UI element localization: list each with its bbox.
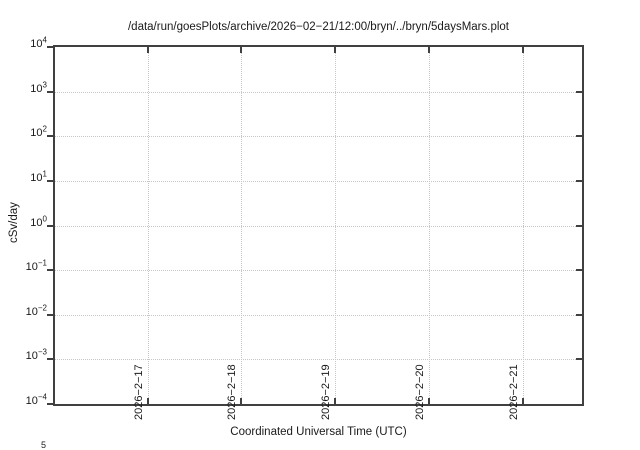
tick-mark-bottom [147,398,149,404]
h-gridline [55,91,582,93]
v-gridline [334,47,336,404]
tick-mark-right [576,90,582,93]
y-tick-label: 10−3 [25,347,47,363]
clipped-label-fragment: 5 [41,440,47,450]
y-tick-label: 10−2 [25,303,47,318]
tick-mark-left [47,224,53,227]
tick-mark-left [47,46,53,48]
h-gridline [55,225,582,227]
v-gridline [428,47,430,404]
x-tick-label: 2026−2−17 [133,364,146,420]
tick-mark-left [47,135,53,138]
v-gridline [522,47,524,404]
y-tick-label: 10−1 [25,258,47,274]
tick-mark-right [576,224,582,227]
tick-mark-right [576,179,582,182]
x-axis-title: Coordinated Universal Time (UTC) [230,426,407,438]
y-tick-label: 102 [30,124,47,140]
h-gridline [55,180,582,182]
tick-mark-bottom [240,398,243,404]
tick-mark-bottom [333,398,336,404]
tick-mark-left [47,358,53,361]
tick-mark-top [521,47,524,53]
tick-mark-right [576,313,582,316]
tick-mark-bottom [521,398,524,404]
tick-mark-bottom [427,398,430,404]
y-tick-label: 101 [30,169,47,184]
y-tick-label: 103 [30,79,47,95]
x-tick-label: 2026−2−19 [319,364,332,420]
tick-mark-top [333,47,336,53]
v-gridline [148,47,149,404]
v-gridline [241,47,243,404]
x-tick-label: 2026−2−21 [507,364,520,420]
tick-mark-left [47,179,53,182]
h-gridline [55,359,582,361]
tick-mark-top [147,47,149,53]
tick-mark-left [47,269,53,272]
y-tick-label: 10−4 [25,392,47,407]
tick-mark-top [240,47,243,53]
tick-mark-right [576,269,582,272]
y-axis-title: cSv/day [8,202,20,243]
x-tick-label: 2026−2−18 [226,364,239,420]
h-gridline [55,136,582,138]
tick-mark-top [427,47,430,53]
x-tick-label: 2026−2−20 [413,364,426,420]
plot-title: /data/run/goesPlots/archive/2026−02−21/1… [127,21,510,33]
y-tick-label: 100 [30,213,47,229]
tick-mark-right [576,135,582,138]
y-tick-label: 104 [30,35,47,50]
h-gridline [55,270,582,272]
plot-area [47,46,582,405]
tick-mark-right [576,358,582,361]
tick-mark-left [47,90,53,93]
tick-mark-left [47,403,53,405]
h-gridline [55,314,582,316]
plot-frame [53,45,584,406]
tick-mark-left [47,313,53,316]
